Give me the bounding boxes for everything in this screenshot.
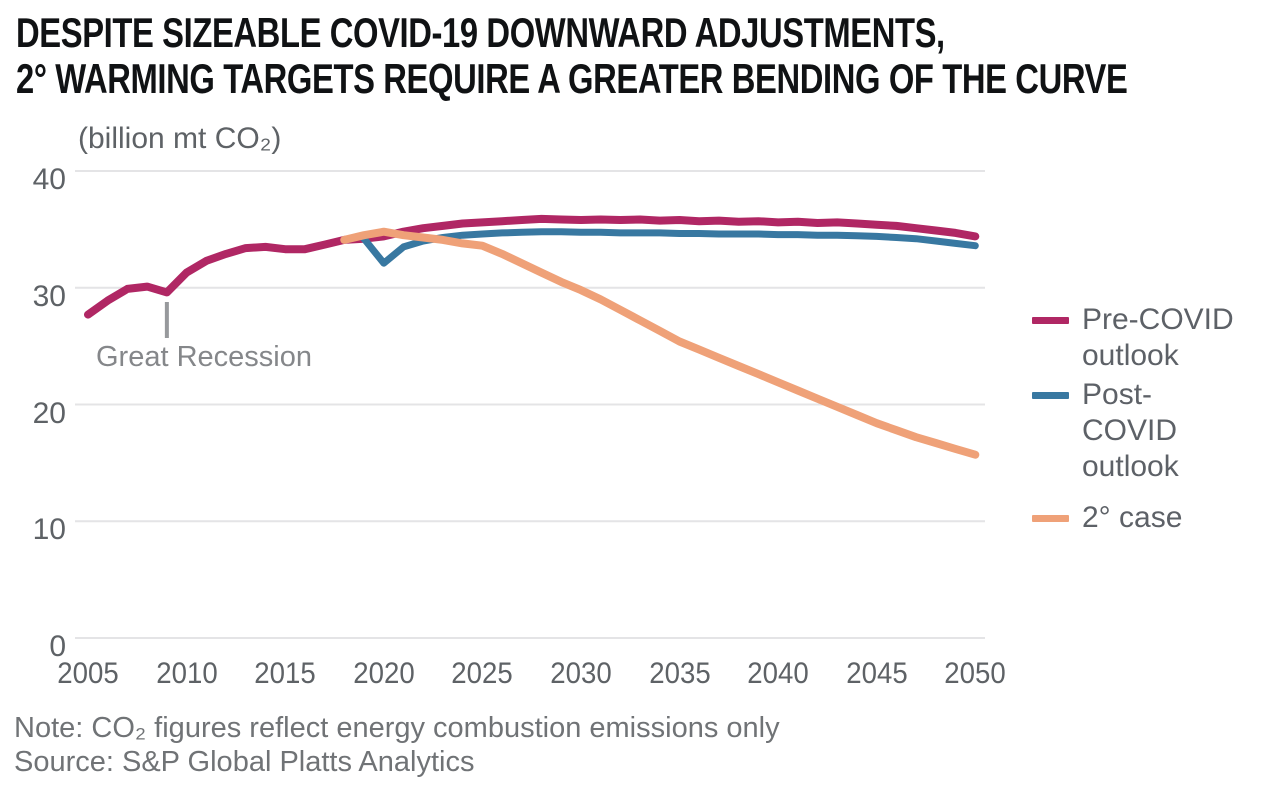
annotation-great-recession: Great Recession [96, 341, 312, 373]
legend-swatch-post-covid-icon [1032, 392, 1069, 399]
x-axis-tick-label: 2025 [451, 657, 514, 690]
post-covid-line [360, 228, 979, 267]
legend-label-pre-covid: Pre-COVID outlook [1082, 303, 1234, 372]
legend-swatch-2deg-case-icon [1032, 515, 1069, 522]
legend-item-pre-covid: Pre-COVID outlook [1032, 302, 1240, 374]
legend-item-2deg-case: 2° case [1032, 500, 1240, 536]
legend-item-post-covid: Post-COVID outlook [1032, 377, 1240, 485]
y-axis-tick-label: 40 [32, 163, 66, 196]
x-axis-tick-label: 2050 [944, 657, 1006, 690]
pre-covid-line [84, 214, 980, 319]
legend-swatch-pre-covid-icon [1032, 317, 1069, 324]
y-axis-tick-label: 20 [32, 396, 66, 430]
x-axis-tick-label: 2020 [353, 657, 415, 690]
page-title: DESPITE SIZEABLE COVID-19 DOWNWARD ADJUS… [16, 9, 1128, 102]
y-axis-tick-label: 30 [32, 279, 66, 313]
y-axis-unit-label: (billion mt CO₂) [78, 122, 282, 155]
x-axis-tick-label: 2030 [550, 657, 612, 690]
y-axis-tick-label: 10 [32, 513, 66, 547]
footer-note: Note: CO₂ figures reflect energy combust… [14, 712, 780, 744]
legend-label-2deg-case: 2° case [1082, 501, 1183, 534]
page-title-line-1: DESPITE SIZEABLE COVID-19 DOWNWARD ADJUS… [16, 9, 945, 56]
x-axis-tick-label: 2010 [155, 657, 218, 690]
2deg-case-line [340, 227, 980, 459]
x-axis-tick-label: 2045 [845, 657, 908, 690]
legend: Pre-COVID outlook Post-COVID outlook 2° … [1032, 302, 1240, 536]
x-axis-tick-label: 2040 [747, 657, 809, 690]
page-title-line-2: 2° WARMING TARGETS REQUIRE A GREATER BEN… [16, 55, 1128, 102]
x-axis-tick-label: 2015 [254, 657, 316, 690]
y-axis-tick-label: 0 [49, 630, 66, 663]
footer: Note: CO₂ figures reflect energy combust… [14, 711, 780, 779]
legend-label-post-covid: Post-COVID outlook [1082, 378, 1179, 483]
footer-source: Source: S&P Global Platts Analytics [14, 746, 475, 778]
x-axis-tick-label: 2005 [57, 657, 119, 690]
x-axis-tick-label: 2035 [648, 657, 711, 690]
